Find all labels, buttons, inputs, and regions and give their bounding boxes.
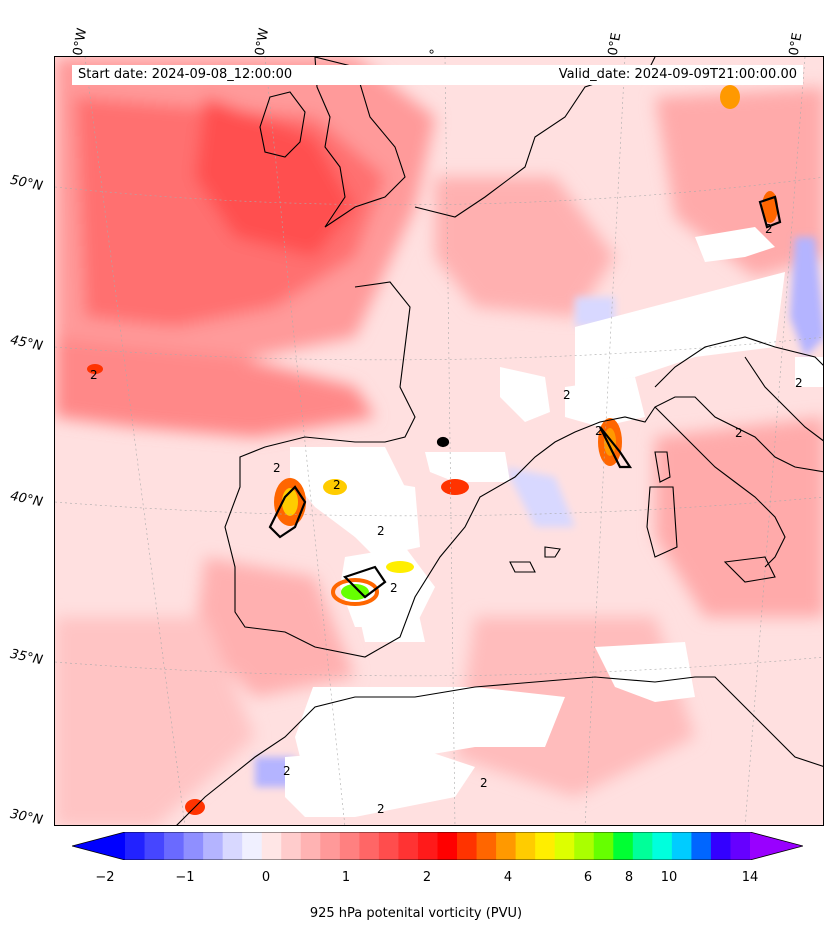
- colorbar-tick-label: 6: [583, 870, 593, 885]
- date-info-bar: Start date: 2024-09-08_12:00:00 Valid_da…: [72, 65, 803, 85]
- colorbar-segment: [652, 832, 673, 860]
- colorbar-segment: [222, 832, 243, 860]
- colorbar-title: 925 hPa potenital vorticity (PVU): [309, 906, 523, 921]
- valid-date-text: Valid_date: 2024-09-09T21:00:00.00: [558, 67, 797, 82]
- map-canvas: 2 2 2 2 2 2 2 2 2 2 2 2 2: [55, 57, 823, 825]
- pv-contours: [268, 195, 782, 599]
- colorbar-segment: [496, 832, 517, 860]
- contour-labels: 2 2 2 2 2 2 2 2 2 2 2 2 2: [90, 222, 803, 816]
- contour-label: 2: [390, 581, 398, 595]
- colorbar-segment: [613, 832, 634, 860]
- colorbar-segment: [417, 832, 438, 860]
- colorbar-segment: [535, 832, 556, 860]
- colorbar-segment: [261, 832, 282, 860]
- colorbar-tick-label: −2: [95, 870, 115, 885]
- colorbar-segment: [125, 832, 146, 860]
- lat-label-50n: 50°N: [8, 172, 44, 195]
- colorbar: [72, 832, 803, 860]
- contour-label: 2: [480, 776, 488, 790]
- colorbar-tick-label: 8: [624, 870, 634, 885]
- colorbar-segment: [359, 832, 380, 860]
- colorbar-segment: [671, 832, 692, 860]
- coastlines: [176, 57, 823, 825]
- colorbar-tick-label: 10: [660, 870, 678, 885]
- colorbar-segment: [281, 832, 302, 860]
- colorbar-segment: [710, 832, 731, 860]
- colorbar-segment: [476, 832, 497, 860]
- lat-label-45n: 45°N: [8, 332, 44, 355]
- pv-field-moderate: [55, 57, 823, 825]
- lat-label-40n: 40°N: [8, 488, 44, 511]
- start-date-text: Start date: 2024-09-08_12:00:00: [78, 67, 293, 82]
- colorbar-segment: [691, 832, 712, 860]
- colorbar-segment: [144, 832, 165, 860]
- colorbar-segment: [300, 832, 321, 860]
- colorbar-segment: [183, 832, 204, 860]
- contour-label: 2: [765, 222, 773, 236]
- colorbar-segment: [164, 832, 185, 860]
- colorbar-extend-high: [750, 832, 803, 860]
- lat-label-30n: 30°N: [8, 806, 44, 829]
- contour-label: 2: [595, 424, 603, 438]
- contour-label: 2: [735, 426, 743, 440]
- colorbar-tick-label: −1: [175, 870, 195, 885]
- colorbar-segment: [457, 832, 478, 860]
- colorbar-segment: [730, 832, 751, 860]
- colorbar-segment: [320, 832, 341, 860]
- colorbar-segment: [437, 832, 458, 860]
- colorbar-tick-label: 2: [422, 870, 432, 885]
- pv-map: 2 2 2 2 2 2 2 2 2 2 2 2 2: [54, 56, 824, 826]
- colorbar-segment: [398, 832, 419, 860]
- lat-label-35n: 35°N: [8, 646, 44, 669]
- colorbar-segment: [632, 832, 653, 860]
- colorbar-segment: [554, 832, 575, 860]
- colorbar-segment: [593, 832, 614, 860]
- contour-label: 2: [377, 524, 385, 538]
- colorbar-tick-label: 4: [503, 870, 513, 885]
- colorbar-segment: [242, 832, 263, 860]
- contour-label: 2: [283, 764, 291, 778]
- colorbar-segment: [574, 832, 595, 860]
- colorbar-segment: [203, 832, 224, 860]
- colorbar-segment: [339, 832, 360, 860]
- masked-areas: [285, 227, 823, 817]
- contour-label: 2: [333, 478, 341, 492]
- colorbar-extend-low: [72, 832, 125, 860]
- colorbar-tick-label: 14: [741, 870, 759, 885]
- graticule: [55, 57, 823, 825]
- contour-label: 2: [90, 368, 98, 382]
- colorbar-tick-label: 0: [261, 870, 271, 885]
- colorbar-segment: [515, 832, 536, 860]
- contour-label: 2: [563, 388, 571, 402]
- contour-label: 2: [377, 802, 385, 816]
- colorbar-segment: [378, 832, 399, 860]
- colorbar-tick-label: 1: [341, 870, 351, 885]
- contour-label: 2: [273, 461, 281, 475]
- contour-label: 2: [795, 376, 803, 390]
